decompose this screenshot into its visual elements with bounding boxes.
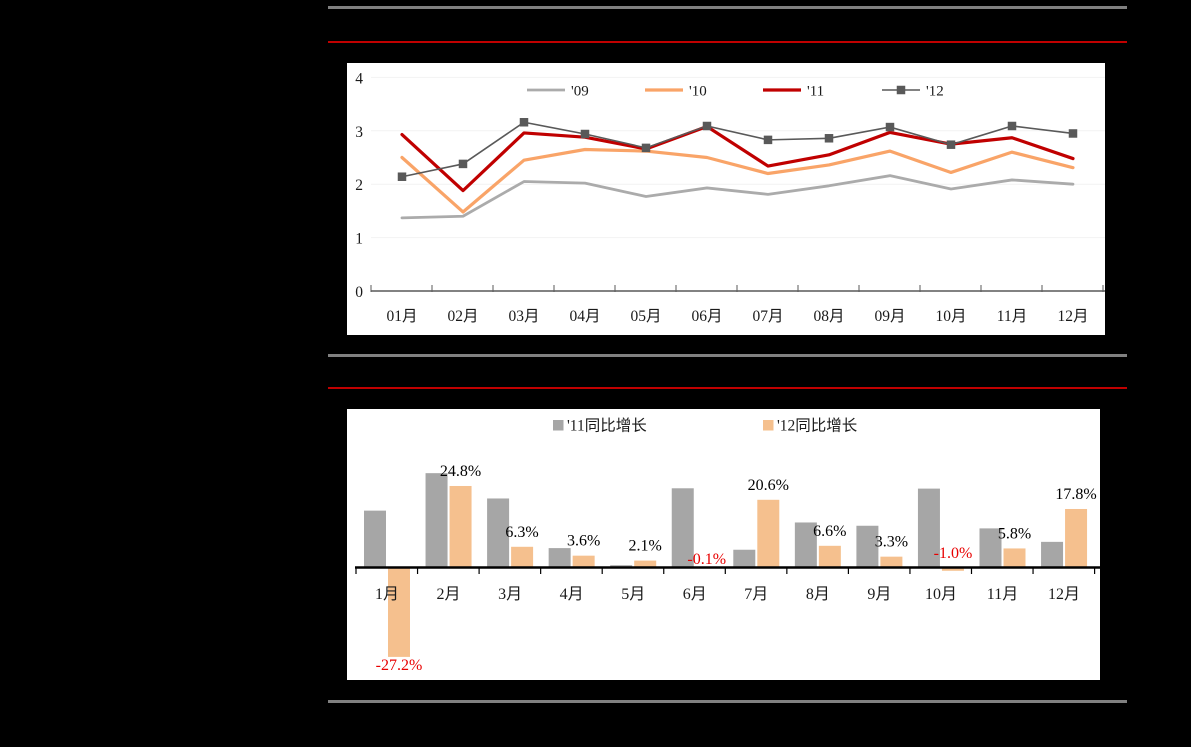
svg-text:'09: '09	[571, 84, 589, 100]
bar-series-11	[364, 473, 1064, 568]
line-chart: 0 1 2 3 4 01月 02月 03月 04月 05月 06月 07月 08月 09月 10月 11月 12…	[355, 70, 1105, 325]
svg-text:11月: 11月	[987, 586, 1018, 603]
data-label: 20.6%	[748, 477, 789, 494]
data-label: 17.8%	[1055, 486, 1096, 503]
svg-text:4: 4	[355, 70, 363, 87]
x-axis-labels: 01月 02月 03月 04月 05月 06月 07月 08月 09月 10月 11月 12月	[386, 308, 1088, 325]
bar-series-12	[388, 485, 1088, 657]
x-axis-labels: 1月 2月 3月 4月 5月 6月 7月 8月 9月 10月 11月 12月	[375, 586, 1080, 603]
svg-text:'11: '11	[807, 84, 824, 100]
data-label: 3.3%	[875, 534, 908, 551]
svg-text:7月: 7月	[744, 586, 768, 603]
data-label: 3.6%	[567, 533, 600, 550]
legend-item-11-yoy: '11同比增长	[553, 417, 647, 435]
monthly-volume-line-chart-panel: 0 1 2 3 4 01月 02月 03月 04月 05月 06月 07月 08月 09月 10月 11月 12…	[347, 63, 1105, 335]
svg-text:12月: 12月	[1057, 308, 1088, 325]
svg-text:10月: 10月	[925, 586, 957, 603]
svg-text:06月: 06月	[691, 308, 722, 325]
legend-item-12-yoy: '12同比增长	[763, 417, 857, 435]
data-label: 5.8%	[998, 525, 1031, 542]
bars	[364, 473, 1088, 657]
data-label: 24.8%	[440, 463, 481, 480]
data-label: -1.0%	[934, 545, 973, 562]
series-12	[397, 118, 1078, 181]
data-label: 6.6%	[813, 523, 846, 540]
svg-text:9月: 9月	[867, 586, 891, 603]
svg-text:05月: 05月	[630, 308, 661, 325]
svg-text:3月: 3月	[498, 586, 522, 603]
svg-text:02月: 02月	[447, 308, 478, 325]
svg-text:'11同比增长: '11同比增长	[567, 417, 647, 435]
svg-text:01月: 01月	[386, 308, 417, 325]
svg-text:3: 3	[355, 124, 363, 141]
y-axis-labels: 0 1 2 3 4	[355, 70, 363, 301]
data-label: -0.1%	[687, 551, 726, 568]
svg-text:2月: 2月	[437, 586, 461, 603]
middle-divider-red	[328, 387, 1127, 389]
bottom-divider-gray	[328, 700, 1127, 703]
x-axis	[355, 566, 1100, 574]
bar-chart-legend: '11同比增长 '12同比增长	[553, 417, 857, 435]
top-divider-red	[328, 41, 1127, 43]
svg-text:5月: 5月	[621, 586, 645, 603]
svg-text:'12: '12	[926, 84, 944, 100]
svg-text:0: 0	[355, 284, 363, 301]
svg-text:1月: 1月	[375, 586, 399, 603]
svg-text:04月: 04月	[569, 308, 600, 325]
legend-item-11: '11	[763, 84, 824, 100]
data-label: 6.3%	[505, 524, 538, 541]
data-label: 2.1%	[629, 538, 662, 555]
legend-item-10: '10	[645, 84, 707, 100]
svg-text:07月: 07月	[752, 308, 783, 325]
svg-text:8月: 8月	[806, 586, 830, 603]
legend-item-12: '12	[882, 84, 944, 100]
svg-text:'12同比增长: '12同比增长	[777, 417, 857, 435]
svg-text:08月: 08月	[813, 308, 844, 325]
svg-text:4月: 4月	[560, 586, 584, 603]
series-11	[400, 124, 1075, 193]
legend-item-09: '09	[527, 84, 589, 100]
svg-text:6月: 6月	[683, 586, 707, 603]
data-labels: -27.2% 24.8% 6.3% 3.6% 2.1% -0.1% 20.6% 6.6% 3.3…	[376, 463, 1097, 674]
svg-text:03月: 03月	[508, 308, 539, 325]
bar-chart: 1月 2月 3月 4月 5月 6月 7月 8月 9月 10月 11月 12月 -27.2% 24.8% 6.…	[355, 417, 1100, 674]
series-09	[400, 174, 1075, 220]
data-label: -27.2%	[376, 657, 423, 674]
svg-text:2: 2	[355, 177, 363, 194]
top-divider-gray	[328, 6, 1127, 9]
middle-divider-gray	[328, 354, 1127, 357]
svg-text:'10: '10	[689, 84, 707, 100]
svg-text:11月: 11月	[997, 308, 1027, 325]
svg-text:09月: 09月	[874, 308, 905, 325]
series-10	[400, 147, 1075, 214]
x-axis	[370, 285, 1105, 292]
svg-text:12月: 12月	[1048, 586, 1080, 603]
svg-text:1: 1	[355, 231, 363, 248]
svg-text:10月: 10月	[935, 308, 966, 325]
yoy-growth-bar-chart-panel: 1月 2月 3月 4月 5月 6月 7月 8月 9月 10月 11月 12月 -27.2% 24.8% 6.…	[347, 409, 1100, 680]
